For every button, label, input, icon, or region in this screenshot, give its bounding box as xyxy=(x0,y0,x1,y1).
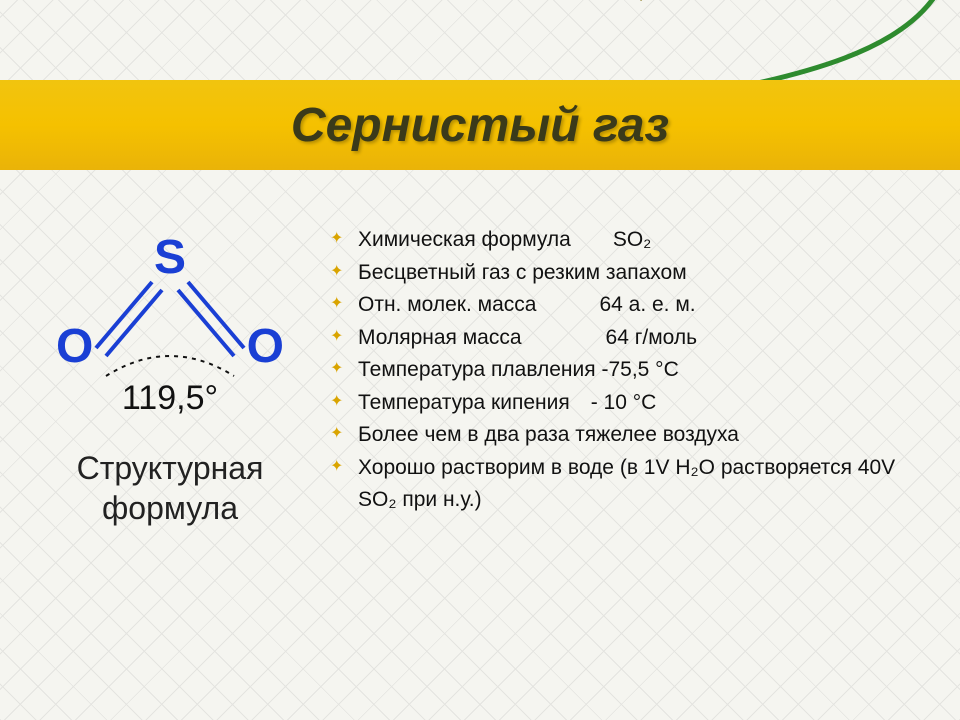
atom-oxygen-left: O xyxy=(56,319,93,374)
left-column: S O O 119,5° Структурная формула xyxy=(0,200,320,720)
property-item: Температура плавления -75,5 °С xyxy=(330,354,930,387)
bond-angle-label: 119,5° xyxy=(122,379,218,418)
properties-list: Химическая формула SO₂ Бесцветный газ с … xyxy=(330,224,930,517)
title-band: Сернистый газ xyxy=(0,80,960,170)
atom-oxygen-right: O xyxy=(247,319,284,374)
property-item: Хорошо растворим в воде (в 1V H₂O раство… xyxy=(330,452,930,517)
property-item: Отн. молек. масса 64 а. е. м. xyxy=(330,289,930,322)
page-title: Сернистый газ xyxy=(291,98,669,153)
structure-caption: Структурная формула xyxy=(40,448,300,528)
molecule-diagram: S O O 119,5° xyxy=(50,230,290,430)
property-item: Температура кипения - 10 °С xyxy=(330,387,930,420)
property-item: Бесцветный газ с резким запахом xyxy=(330,257,930,290)
property-item: Молярная масса 64 г/моль xyxy=(330,322,930,355)
property-item: Химическая формула SO₂ xyxy=(330,224,930,257)
caption-line-1: Структурная xyxy=(77,450,264,486)
caption-line-2: формула xyxy=(102,490,238,526)
right-column: Химическая формула SO₂ Бесцветный газ с … xyxy=(320,200,960,720)
property-item: Более чем в два раза тяжелее воздуха xyxy=(330,419,930,452)
atom-sulfur: S xyxy=(154,230,186,285)
content-area: S O O 119,5° Структурная формула Химичес… xyxy=(0,200,960,720)
